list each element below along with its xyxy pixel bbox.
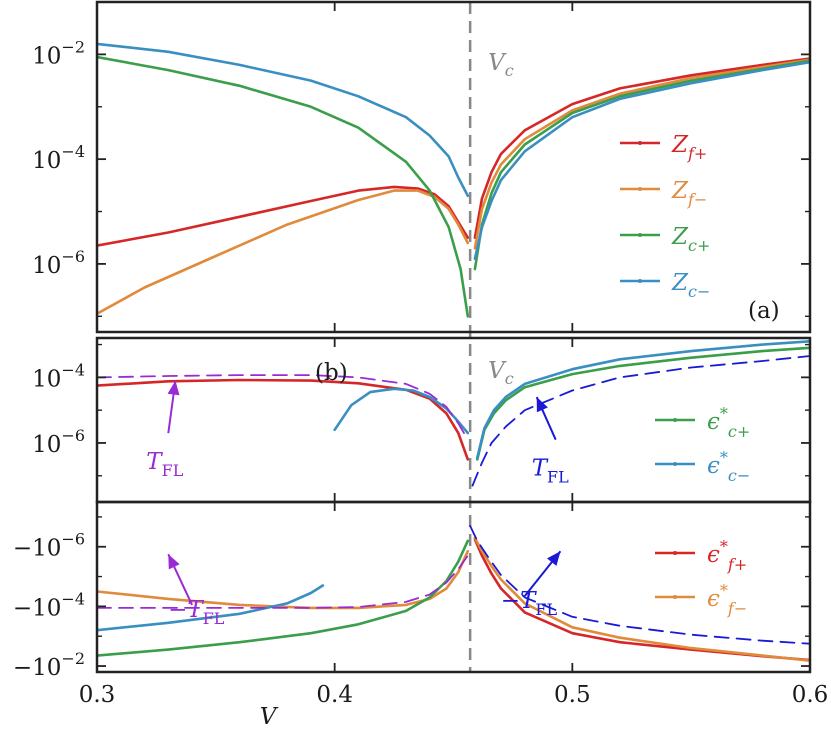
series-line [97,554,469,609]
panel-b-top-series [97,340,810,487]
x-axis-label: V [260,704,279,730]
legend-marker [638,279,642,283]
annotation-label: TFL [532,456,569,487]
series-line [97,189,470,315]
series-line [469,525,810,645]
series-line [333,387,470,435]
series-line [97,374,469,441]
panel-label-a: (a) [748,298,780,324]
annotation-label: −TFL [501,588,558,619]
series-line [97,539,470,657]
series-line [476,346,810,461]
panel-label-b-top: (b) [315,360,348,386]
y-tick-label: −10−4 [13,589,85,621]
series-line [97,42,470,198]
legend-marker [638,233,642,237]
y-tick-label: 10−4 [32,360,85,392]
legend-marker [673,418,677,422]
axes-layer [95,0,812,674]
annotation-arrowhead [168,554,180,570]
series-line [97,185,470,247]
legend-label: Zc+ [671,224,710,255]
series-line [476,340,810,459]
legend-marker [673,595,677,599]
series-line [97,378,470,461]
panel-b-bottom-frame [95,500,812,674]
panel-b-bottom-series [97,525,810,662]
y-tick-label: −10−2 [13,649,85,681]
legend-marker [673,551,677,555]
series-line [473,60,810,260]
series-line [473,536,810,662]
x-tick-label: 0.6 [792,682,829,708]
critical-line-label-1: Vc [488,358,514,388]
y-tick-label: 10−4 [32,142,85,174]
legend-label: ϵ*c− [707,448,750,485]
legend-marker [638,141,642,145]
x-tick-label: 0.5 [554,682,591,708]
series-line [471,355,810,487]
legend-label: ϵ*f+ [707,537,747,574]
text-layer: Vc Vc 10−2 10−4 10−6 (a) Zf+ Zf− Zc+ Zc− 10−4 10−6 (… [13,37,828,730]
series-line [97,55,470,318]
panel-b-top-frame [95,336,812,504]
annotation-label: −TFL [168,597,225,628]
panel-a-series [97,42,810,318]
legend-marker [673,462,677,466]
legend-marker [638,187,642,191]
critical-line-label-0: Vc [488,50,514,80]
legend-label: Zc− [671,270,710,301]
annotation-arrowhead [536,397,548,413]
x-tick-label: 0.4 [316,682,353,708]
legend-label: ϵ*f− [707,581,747,618]
legend-label: Zf+ [671,132,707,163]
series-line [473,59,810,271]
y-tick-label: 10−6 [32,426,85,458]
annotation-arrowhead [547,551,561,566]
y-tick-label: 10−6 [32,247,85,279]
series-line [473,57,810,239]
series-line [97,549,470,610]
y-tick-label: −10−6 [13,530,85,562]
annotation-label: TFL [146,449,183,480]
series-line [473,58,810,250]
legend-label: ϵ*c+ [707,404,750,441]
annotation-arrowhead [167,380,180,396]
panel-a-frame [95,0,812,334]
x-tick-label: 0.3 [79,682,116,708]
y-tick-label: 10−2 [32,37,85,69]
legend-label: Zf− [671,178,707,209]
series-layer [97,42,810,662]
